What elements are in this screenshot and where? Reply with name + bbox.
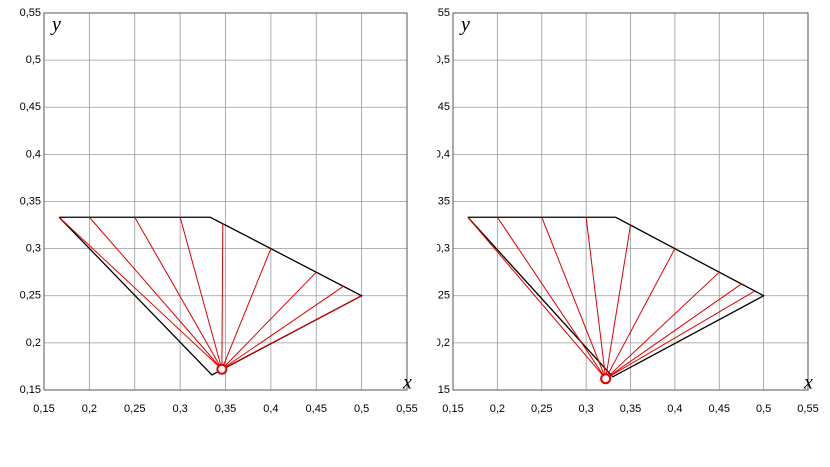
x-tick-label: 0,15 — [442, 403, 463, 415]
ray — [605, 248, 676, 379]
polygon-outline — [467, 216, 766, 378]
y-tick-label: 0,45 — [20, 101, 41, 113]
x-tick-label: 0,4 — [263, 403, 278, 415]
x-tick-label: 0,25 — [531, 403, 552, 415]
ray — [221, 295, 362, 370]
x-tick-label: 0,45 — [306, 403, 327, 415]
x-axis-label: x — [803, 372, 813, 394]
ray — [134, 216, 223, 370]
ray — [58, 216, 223, 370]
ray — [467, 216, 607, 380]
ray — [585, 217, 607, 379]
focus-point — [216, 363, 228, 375]
y-tick-label: 0,3 — [437, 243, 450, 255]
x-tick-label: 0,5 — [756, 403, 771, 415]
ray — [496, 216, 607, 379]
x-tick-label: 0,3 — [172, 403, 187, 415]
ray — [605, 290, 756, 380]
y-tick-label: 0,35 — [20, 195, 41, 207]
y-tick-label: 0,55 — [20, 7, 41, 19]
x-tick-label: 0,4 — [667, 403, 682, 415]
y-tick-label: 0,3 — [26, 243, 41, 255]
x-tick-label: 0,25 — [124, 403, 145, 415]
y-tick-label: 0,4 — [437, 148, 450, 160]
x-axis-label: x — [402, 372, 412, 394]
ray — [179, 217, 223, 370]
y-tick-label: 0,55 — [437, 7, 450, 19]
y-axis-label: y — [459, 14, 470, 36]
x-tick-label: 0,5 — [354, 403, 369, 415]
y-tick-label: 0,2 — [26, 337, 41, 349]
plot-frame — [452, 12, 809, 391]
ray — [605, 271, 720, 380]
ray — [221, 248, 272, 370]
x-tick-label: 0,55 — [396, 403, 417, 415]
y-tick-label: 0,4 — [26, 148, 41, 160]
y-axis-label: y — [50, 14, 61, 36]
x-tick-label: 0,15 — [33, 403, 54, 415]
focus-point — [600, 373, 612, 385]
y-tick-label: 0,45 — [437, 101, 450, 113]
y-tick-label: 0,2 — [437, 337, 450, 349]
ray — [88, 216, 223, 370]
x-tick-label: 0,2 — [82, 403, 97, 415]
x-tick-label: 0,55 — [797, 403, 818, 415]
x-tick-label: 0,2 — [490, 403, 505, 415]
y-tick-label: 0,25 — [437, 290, 450, 302]
chart-panel: 0,15 0,2 0,25 0,3 0,35 0,4 0,45 0,5 0,55 0,15 0,2 0… — [437, 7, 819, 415]
y-tick-label: 0,25 — [20, 290, 41, 302]
plot-frame — [43, 12, 408, 391]
y-tick-label: 0,15 — [437, 384, 450, 396]
y-tick-label: 0,5 — [437, 54, 450, 66]
ray — [221, 223, 224, 370]
ray — [221, 271, 317, 370]
y-tick-label: 0,15 — [20, 384, 41, 396]
x-tick-label: 0,35 — [215, 403, 236, 415]
ray — [605, 283, 742, 380]
y-tick-label: 0,5 — [26, 54, 41, 66]
x-tick-label: 0,3 — [578, 403, 593, 415]
ray — [221, 285, 344, 370]
x-tick-label: 0,45 — [709, 403, 730, 415]
chart-panel: 0,15 0,2 0,25 0,3 0,35 0,4 0,45 0,5 0,55 0,15 0,2 0… — [20, 7, 418, 415]
ray — [541, 217, 607, 379]
y-tick-label: 0,35 — [437, 195, 450, 207]
ray — [605, 224, 631, 379]
x-tick-label: 0,35 — [620, 403, 641, 415]
